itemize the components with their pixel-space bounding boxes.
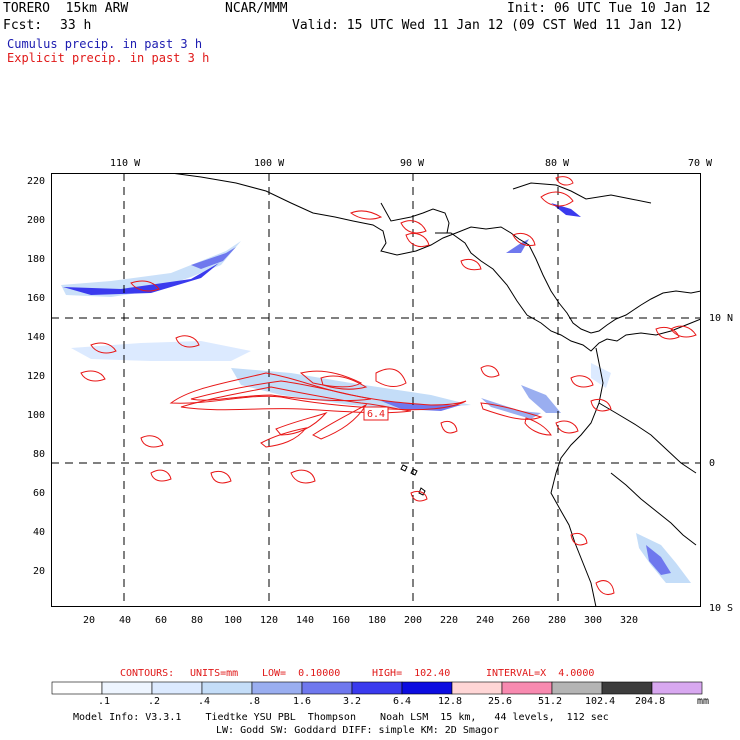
cumulus-precip-shading (61, 203, 691, 583)
colorbar-label-0.1: .1 (98, 696, 111, 707)
x-tick-120: 120 (260, 615, 279, 626)
colorbar-label-51.2: 51.2 (538, 696, 563, 707)
contours-label: CONTOURS: (120, 668, 175, 679)
x-tick-160: 160 (332, 615, 351, 626)
lon-label-90w: 90 W (400, 158, 425, 169)
lon-label-100w: 100 W (254, 158, 285, 169)
y-tick-160: 160 (27, 293, 46, 304)
colorbar-cell (651, 681, 703, 695)
low-value: LOW= 0.10000 (262, 668, 341, 679)
organization: NCAR/MMM (225, 1, 288, 16)
x-tick-140: 140 (296, 615, 315, 626)
y-tick-100: 100 (27, 410, 46, 421)
colorbar-label-1.6: 1.6 (293, 696, 312, 707)
colorbar-cell (201, 681, 253, 695)
colorbar-label-3.2: 3.2 (343, 696, 362, 707)
model-info: Model Info: V3.3.1 Tiedtke YSU PBL Thomp… (73, 712, 609, 723)
forecast-label: Fcst: (3, 18, 43, 33)
precipitation-map: 6.4 (51, 173, 701, 607)
colorbar-cell (151, 681, 203, 695)
x-tick-200: 200 (404, 615, 423, 626)
colorbar-label-12.8: 12.8 (438, 696, 463, 707)
colorbar-label-0.2: .2 (148, 696, 161, 707)
colorbar-label-102.4: 102.4 (585, 696, 616, 707)
colorbar-unit: mm (697, 696, 710, 707)
colorbar-cell (251, 681, 303, 695)
x-tick-240: 240 (476, 615, 495, 626)
colorbar-cell (551, 681, 603, 695)
x-tick-60: 60 (155, 615, 168, 626)
valid-time: Valid: 15 UTC Wed 11 Jan 12 (09 CST Wed … (292, 18, 684, 33)
colorbar-label-0.8: .8 (248, 696, 261, 707)
colorbar-label-204.8: 204.8 (635, 696, 666, 707)
x-tick-100: 100 (224, 615, 243, 626)
x-tick-20: 20 (83, 615, 96, 626)
explicit-precip-contours (80, 176, 697, 596)
init-time: Init: 06 UTC Tue 10 Jan 12 (507, 1, 711, 16)
y-tick-40: 40 (33, 527, 46, 538)
colorbar-cell (101, 681, 153, 695)
colorbar-label-25.6: 25.6 (488, 696, 513, 707)
y-tick-20: 20 (33, 566, 46, 577)
y-tick-60: 60 (33, 488, 46, 499)
y-tick-220: 220 (27, 176, 46, 187)
lat-label-10n: 10 N (709, 313, 734, 324)
x-tick-300: 300 (584, 615, 603, 626)
y-tick-180: 180 (27, 254, 46, 265)
y-tick-80: 80 (33, 449, 46, 460)
x-tick-80: 80 (191, 615, 204, 626)
colorbar-cell (501, 681, 553, 695)
interval-value: INTERVAL=X 4.0000 (486, 668, 595, 679)
units-label: UNITS=mm (190, 668, 239, 679)
forecast-hour: 33 h (60, 18, 92, 33)
peak-value-label: 6.4 (367, 409, 385, 420)
colorbar (51, 681, 703, 695)
lat-lon-grid (51, 173, 701, 607)
lon-label-110w: 110 W (110, 158, 141, 169)
model-title: TORERO 15km ARW (3, 1, 129, 16)
x-tick-220: 220 (440, 615, 459, 626)
colorbar-cell (301, 681, 353, 695)
lon-label-80w: 80 W (545, 158, 570, 169)
y-tick-120: 120 (27, 371, 46, 382)
y-tick-200: 200 (27, 215, 46, 226)
map-frame (51, 173, 701, 607)
field-cumulus-label: Cumulus precip. in past 3 h (7, 37, 203, 51)
colorbar-cell (451, 681, 503, 695)
y-tick-140: 140 (27, 332, 46, 343)
x-tick-280: 280 (548, 615, 567, 626)
colorbar-label-6.4: 6.4 (393, 696, 412, 707)
x-tick-40: 40 (119, 615, 132, 626)
coastlines (170, 173, 701, 607)
x-tick-320: 320 (620, 615, 639, 626)
lat-label-0: 0 (709, 458, 716, 469)
colorbar-cell (401, 681, 453, 695)
colorbar-label-0.4: .4 (198, 696, 211, 707)
x-tick-260: 260 (512, 615, 531, 626)
model-physics: LW: Godd SW: Goddard DIFF: simple KM: 2D… (216, 725, 499, 736)
x-tick-180: 180 (368, 615, 387, 626)
peak-value-marker: 6.4 (363, 406, 389, 421)
field-explicit-label: Explicit precip. in past 3 h (7, 51, 210, 65)
lon-label-70w: 70 W (688, 158, 713, 169)
colorbar-cell (601, 681, 653, 695)
high-value: HIGH= 102.40 (372, 668, 451, 679)
colorbar-cell (51, 681, 103, 695)
colorbar-cell (351, 681, 403, 695)
lat-label-10s: 10 S (709, 603, 734, 614)
